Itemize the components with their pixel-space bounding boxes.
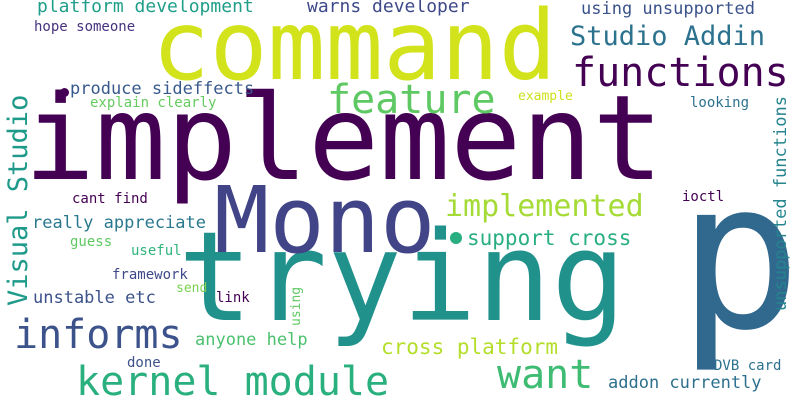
word-implement: implement [24,69,664,207]
word-dot-2 [450,232,462,244]
word-visual-studio: Visual Studio [3,94,34,306]
word-mono: Mono [214,167,436,274]
word-functions: functions [572,50,789,96]
word-kernel-module: kernel module [76,359,390,400]
word-really-appreciate: really appreciate [32,213,206,233]
word-link: link [216,290,250,306]
word-command: command [152,0,557,102]
word-support-cross: support cross [467,226,632,250]
word-looking: looking [690,95,750,111]
word-p: p [678,138,800,376]
word-trying: trying [178,206,626,350]
word-feature: feature [327,77,496,123]
word-framework: framework [112,267,188,283]
word-implemented: implemented [445,189,644,224]
word-unstable-etc: unstable etc [33,288,156,308]
word-studio-addin: Studio Addin [570,21,766,52]
word-platform-development: platform development [37,0,254,17]
word-informs: informs [14,312,183,358]
word-warns-developer: warns developer [307,0,470,17]
word-send: send [176,281,208,296]
word-unsupported-functions: unsupported functions [771,96,791,311]
word-dvb-card: DVB card [714,358,782,374]
word-guess: guess [70,234,113,250]
word-using: using [289,286,304,326]
word-using-unsupported: using unsupported [581,0,755,19]
word-addon-currently: addon currently [608,373,762,393]
word-anyone-help: anyone help [195,330,308,350]
word-want: want [497,352,594,398]
word-cant-find: cant find [72,191,148,207]
word-useful: useful [131,243,182,259]
word-ioctl: ioctl [682,189,725,205]
word-produce-sideffects: produce sideffects [70,79,255,99]
word-dot-1 [60,88,69,97]
word-explain-clearly: explain clearly [90,95,217,111]
word-done: done [127,355,161,371]
word-hope-someone: hope someone [34,19,136,35]
word-example: example [518,89,573,104]
word-cross-platform: cross platform [381,335,559,359]
